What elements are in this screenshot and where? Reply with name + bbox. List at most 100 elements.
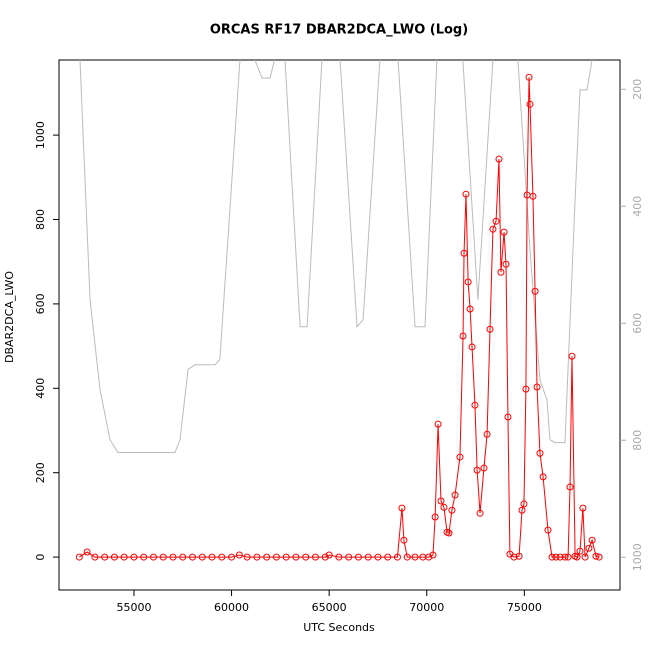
data-point bbox=[456, 453, 464, 461]
data-point bbox=[531, 287, 539, 295]
x-tick-label: 65000 bbox=[312, 601, 347, 614]
y2-tick-label: 800 bbox=[631, 430, 644, 451]
data-point bbox=[459, 332, 467, 340]
y2-tick-label: 600 bbox=[631, 313, 644, 334]
data-point bbox=[495, 155, 503, 163]
plot-frame bbox=[58, 59, 621, 591]
data-point bbox=[302, 553, 310, 561]
data-point bbox=[189, 553, 197, 561]
data-point bbox=[440, 503, 448, 511]
data-point bbox=[468, 343, 476, 351]
y-axis-label: DBAR2DCA_LWO bbox=[3, 271, 16, 363]
data-point bbox=[311, 553, 319, 561]
data-point bbox=[140, 553, 148, 561]
data-point bbox=[437, 497, 445, 505]
data-point bbox=[525, 73, 533, 81]
data-point bbox=[272, 553, 280, 561]
y-tick-label: 200 bbox=[34, 462, 47, 483]
data-point bbox=[556, 553, 564, 561]
data-point bbox=[595, 553, 603, 561]
data-point bbox=[431, 513, 439, 521]
data-point bbox=[364, 553, 372, 561]
data-point bbox=[522, 385, 530, 393]
x-tick-label: 60000 bbox=[214, 601, 249, 614]
series-line bbox=[79, 77, 600, 558]
data-point bbox=[445, 529, 453, 537]
data-point bbox=[345, 553, 353, 561]
x-tick-label: 75000 bbox=[507, 601, 542, 614]
data-point bbox=[585, 544, 593, 552]
y-tick-label: 1000 bbox=[34, 121, 47, 149]
y-tick-label: 800 bbox=[34, 209, 47, 230]
data-point bbox=[533, 383, 541, 391]
data-point bbox=[536, 449, 544, 457]
data-point bbox=[198, 553, 206, 561]
data-point bbox=[486, 325, 494, 333]
data-point bbox=[460, 249, 468, 257]
x-axis-label: UTC Seconds bbox=[303, 621, 375, 634]
data-point bbox=[500, 228, 508, 236]
data-point bbox=[579, 504, 587, 512]
series-line bbox=[79, 60, 593, 454]
data-point bbox=[515, 552, 523, 560]
data-point bbox=[429, 551, 437, 559]
data-point bbox=[130, 553, 138, 561]
data-point bbox=[561, 553, 569, 561]
data-point bbox=[75, 553, 83, 561]
y-tick-label: 600 bbox=[34, 293, 47, 314]
data-point bbox=[393, 553, 401, 561]
data-point bbox=[462, 190, 470, 198]
data-point bbox=[518, 506, 526, 514]
data-point bbox=[282, 553, 290, 561]
data-point bbox=[398, 504, 406, 512]
data-point bbox=[520, 500, 528, 508]
data-point bbox=[576, 547, 584, 555]
data-point bbox=[110, 553, 118, 561]
data-point bbox=[325, 551, 333, 559]
data-point bbox=[253, 553, 261, 561]
data-point bbox=[91, 553, 99, 561]
data-point bbox=[149, 553, 157, 561]
data-point bbox=[592, 552, 600, 560]
data-point bbox=[466, 305, 474, 313]
data-point bbox=[354, 553, 362, 561]
data-point bbox=[208, 553, 216, 561]
data-point bbox=[425, 553, 433, 561]
data-point bbox=[400, 536, 408, 544]
data-point bbox=[581, 553, 589, 561]
chart-title: ORCAS RF17 DBAR2DCA_LWO (Log) bbox=[210, 23, 468, 38]
data-point bbox=[564, 553, 572, 561]
data-point bbox=[101, 553, 109, 561]
data-point bbox=[292, 553, 300, 561]
data-point bbox=[552, 553, 560, 561]
y2-tick-label: 1000 bbox=[631, 543, 644, 571]
data-point bbox=[451, 491, 459, 499]
data-point bbox=[464, 278, 472, 286]
data-point bbox=[544, 526, 552, 534]
data-point bbox=[497, 268, 505, 276]
data-point bbox=[566, 483, 574, 491]
data-point bbox=[448, 506, 456, 514]
data-point bbox=[335, 553, 343, 561]
y-tick-label: 400 bbox=[34, 378, 47, 399]
data-point bbox=[83, 548, 91, 556]
data-point bbox=[526, 100, 534, 108]
data-point bbox=[384, 553, 392, 561]
data-point bbox=[504, 413, 512, 421]
data-point bbox=[539, 473, 547, 481]
data-point bbox=[473, 466, 481, 474]
data-point bbox=[483, 430, 491, 438]
y2-tick-label: 400 bbox=[631, 196, 644, 217]
plot-area bbox=[75, 60, 603, 561]
y2-tick-label: 200 bbox=[631, 79, 644, 100]
data-point bbox=[502, 260, 510, 268]
data-point bbox=[510, 553, 518, 561]
data-point bbox=[120, 553, 128, 561]
data-point bbox=[403, 553, 411, 561]
data-point bbox=[548, 553, 556, 561]
data-point bbox=[159, 553, 167, 561]
data-point bbox=[411, 553, 419, 561]
data-point bbox=[243, 553, 251, 561]
